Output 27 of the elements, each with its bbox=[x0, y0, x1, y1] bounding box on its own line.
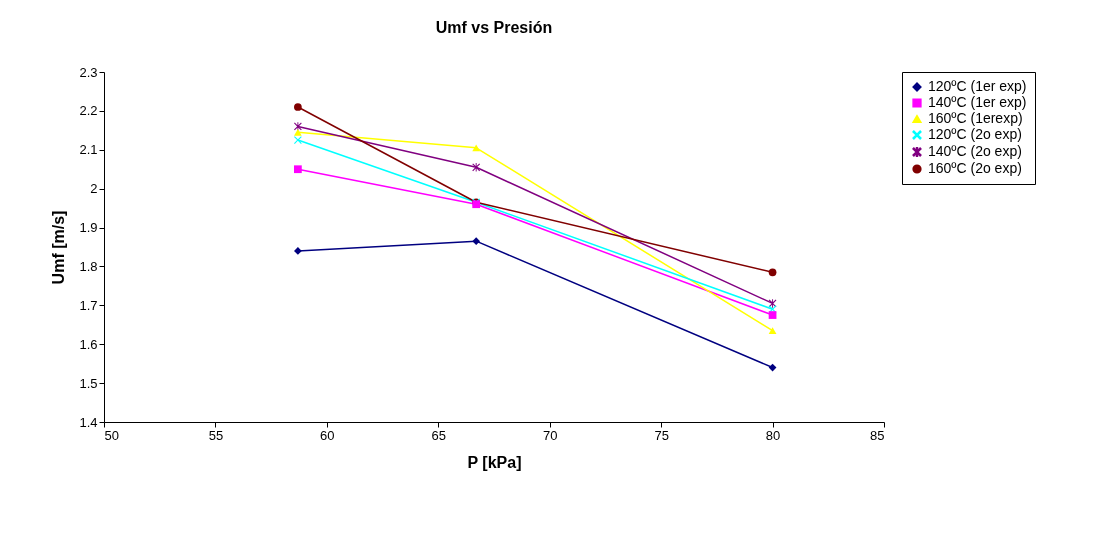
x-tick-label: 75 bbox=[654, 427, 669, 443]
chart-title: Umf vs Presión bbox=[435, 19, 553, 36]
y-tick-label: 1.5 bbox=[79, 375, 98, 391]
y-tick-label: 2 bbox=[90, 181, 98, 197]
y-tick-label: 2.1 bbox=[79, 142, 98, 158]
y-tick-label: 1.7 bbox=[79, 297, 98, 313]
x-tick-label: 70 bbox=[542, 427, 558, 443]
legend-label: 120ºC (2o exp) bbox=[928, 126, 1022, 142]
x-tick-label: 65 bbox=[431, 427, 447, 443]
legend-label: 140ºC (1er exp) bbox=[928, 94, 1027, 110]
legend-label: 140ºC (2o exp) bbox=[928, 143, 1022, 159]
y-tick-label: 1.6 bbox=[79, 336, 98, 352]
y-tick-label: 1.4 bbox=[79, 414, 98, 430]
x-tick-label: 80 bbox=[765, 427, 781, 443]
x-tick-label: 55 bbox=[208, 427, 224, 443]
y-tick-label: 2.2 bbox=[79, 103, 98, 119]
legend-label: 160ºC (2o exp) bbox=[928, 160, 1022, 176]
x-tick-label: 50 bbox=[104, 427, 119, 443]
x-tick-label: 85 bbox=[870, 427, 885, 443]
x-axis-title: P [kPa] bbox=[467, 453, 522, 471]
x-tick-label: 60 bbox=[320, 427, 335, 443]
y-tick-label: 1.9 bbox=[79, 220, 98, 236]
legend-label: 120ºC (1er exp) bbox=[928, 78, 1027, 94]
y-tick-label: 1.8 bbox=[79, 258, 98, 274]
y-axis-title: Umf [m/s] bbox=[50, 210, 68, 285]
y-tick-label: 2.3 bbox=[79, 64, 98, 80]
legend-label: 160ºC (1erexp) bbox=[928, 110, 1023, 126]
